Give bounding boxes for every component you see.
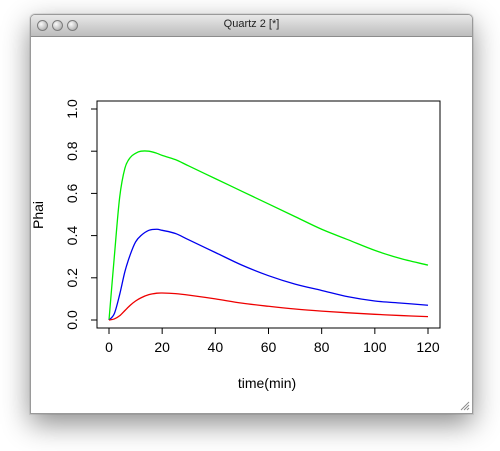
zoom-button[interactable] (67, 20, 78, 31)
series-line-2 (108, 228, 429, 321)
quartz-window: Quartz 2 [*] 0 20 40 60 80 100 120 0.0 0.2 0.4 0.… (30, 14, 473, 414)
y-tick-label: 0.2 (64, 268, 80, 288)
x-tick-label: 120 (416, 339, 440, 355)
x-tick-label: 60 (261, 339, 277, 355)
series-line-3 (108, 292, 429, 321)
series-line-1 (108, 150, 429, 321)
y-axis-label: Phai (31, 201, 46, 229)
y-tick-label: 0.4 (64, 226, 80, 246)
x-tick-label: 40 (208, 339, 224, 355)
window-titlebar[interactable]: Quartz 2 [*] (31, 15, 472, 37)
plot-frame (96, 100, 441, 329)
y-axis: 0.0 0.2 0.4 0.6 0.8 1.0 (64, 99, 98, 330)
minimize-button[interactable] (52, 20, 63, 31)
x-axis: 0 20 40 60 80 100 120 (105, 327, 440, 355)
resize-grip-icon[interactable] (459, 400, 470, 411)
x-tick-label: 100 (363, 339, 387, 355)
x-tick-label: 80 (314, 339, 330, 355)
y-tick-label: 0.8 (64, 141, 80, 161)
x-axis-label: time(min) (238, 375, 296, 391)
x-tick-label: 20 (154, 339, 170, 355)
series-layer (108, 150, 429, 321)
line-chart: 0 20 40 60 80 100 120 0.0 0.2 0.4 0.6 0.8 1.0 time(… (31, 99, 441, 391)
plot-canvas: 0 20 40 60 80 100 120 0.0 0.2 0.4 0.6 0.8 1.0 time(… (31, 37, 472, 413)
window-title: Quartz 2 [*] (223, 18, 280, 30)
close-button[interactable] (37, 20, 48, 31)
x-tick-label: 0 (105, 339, 113, 355)
y-tick-label: 1.0 (64, 99, 80, 119)
y-tick-label: 0.0 (64, 310, 80, 330)
y-tick-label: 0.6 (64, 183, 80, 203)
